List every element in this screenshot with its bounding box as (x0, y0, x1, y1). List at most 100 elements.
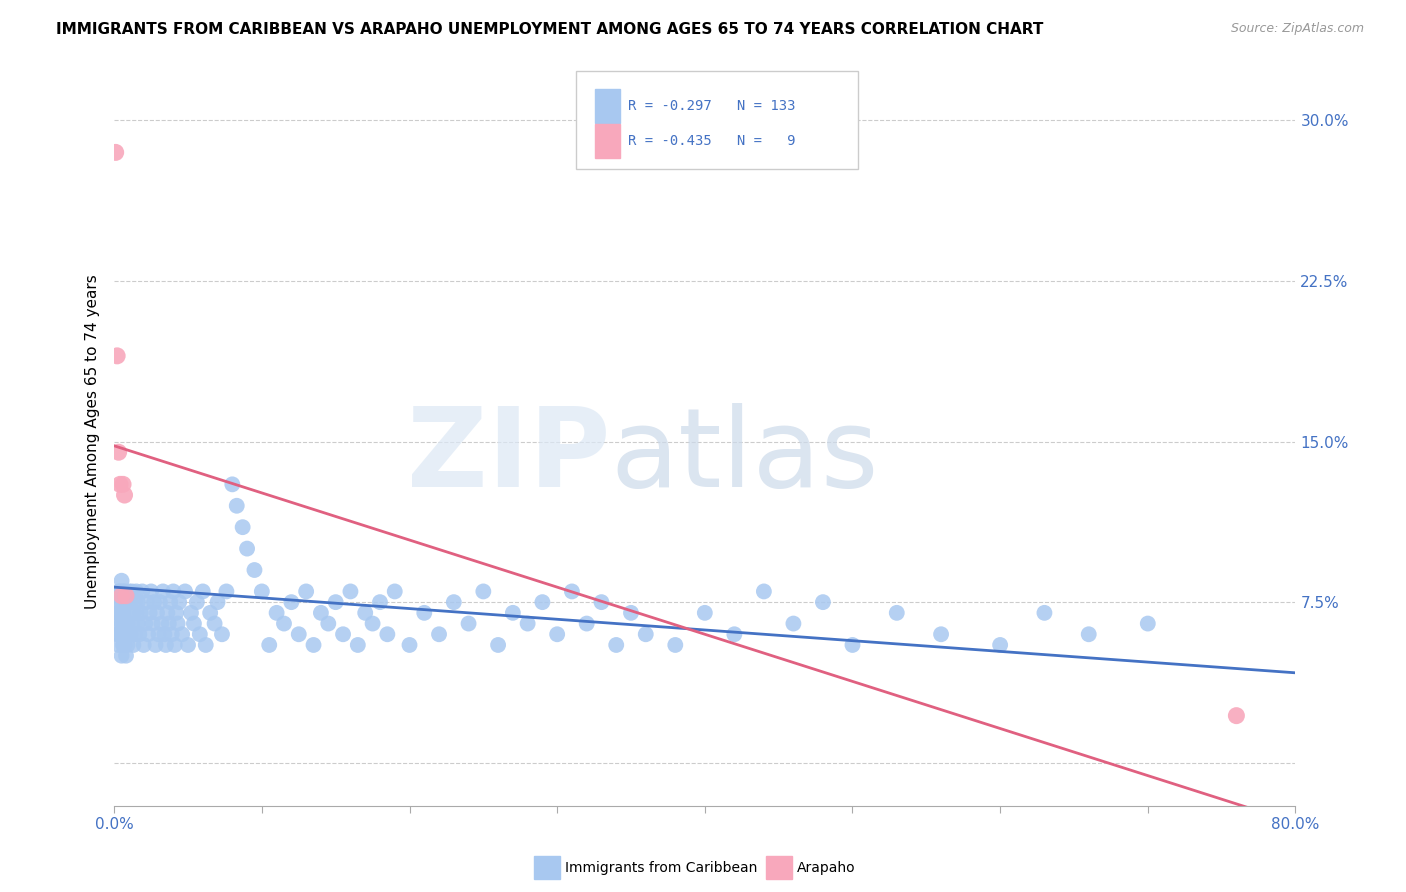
Text: Immigrants from Caribbean: Immigrants from Caribbean (565, 861, 758, 875)
Point (886, 606, 908, 620)
Point (1033, 606, 1056, 620)
Point (145, 638, 167, 652)
Point (105, 349, 128, 363)
Point (782, 616, 804, 631)
Point (134, 616, 156, 631)
Point (174, 584, 197, 599)
Point (122, 638, 145, 652)
Point (107, 595, 129, 609)
Point (302, 638, 325, 652)
Point (309, 606, 332, 620)
Point (752, 584, 775, 599)
Point (211, 627, 233, 641)
Point (155, 638, 177, 652)
Point (243, 563, 266, 577)
Point (112, 584, 135, 599)
Point (280, 595, 302, 609)
Point (115, 595, 138, 609)
Point (204, 616, 226, 631)
Point (136, 627, 159, 641)
Point (107, 445, 129, 459)
Point (121, 584, 143, 599)
Point (354, 606, 377, 620)
Point (115, 648, 138, 663)
Point (516, 616, 538, 631)
Point (114, 595, 136, 609)
Point (273, 616, 295, 631)
Point (149, 595, 172, 609)
Point (143, 595, 166, 609)
Point (114, 488, 136, 502)
Point (257, 638, 280, 652)
Point (384, 584, 406, 599)
Point (443, 595, 465, 609)
Point (122, 606, 145, 620)
Point (110, 595, 132, 609)
Point (664, 638, 686, 652)
Point (287, 627, 309, 641)
Point (118, 584, 141, 599)
Point (620, 606, 643, 620)
Point (148, 627, 170, 641)
Point (546, 627, 568, 641)
Point (107, 584, 129, 599)
Point (186, 595, 208, 609)
Point (152, 584, 174, 599)
Text: IMMIGRANTS FROM CARIBBEAN VS ARAPAHO UNEMPLOYMENT AMONG AGES 65 TO 74 YEARS CORR: IMMIGRANTS FROM CARIBBEAN VS ARAPAHO UNE… (56, 22, 1043, 37)
Point (125, 584, 148, 599)
Point (1136, 616, 1159, 631)
Point (105, 627, 128, 641)
Point (112, 627, 135, 641)
Point (121, 616, 143, 631)
Point (346, 638, 368, 652)
Point (194, 638, 217, 652)
Point (172, 627, 194, 641)
Point (142, 616, 165, 631)
Point (332, 627, 354, 641)
Point (167, 595, 190, 609)
Point (125, 606, 148, 620)
Point (561, 584, 583, 599)
Point (117, 638, 139, 652)
Y-axis label: Unemployment Among Ages 65 to 74 years: Unemployment Among Ages 65 to 74 years (86, 274, 100, 609)
Point (108, 477, 131, 491)
Point (183, 616, 205, 631)
Point (108, 627, 131, 641)
Point (502, 606, 524, 620)
Point (605, 638, 627, 652)
Text: R = -0.435   N =   9: R = -0.435 N = 9 (628, 134, 796, 148)
Point (266, 606, 288, 620)
Point (110, 574, 132, 588)
Point (295, 584, 318, 599)
Point (591, 595, 613, 609)
Point (112, 477, 135, 491)
Point (225, 499, 247, 513)
Point (634, 627, 657, 641)
Point (988, 638, 1011, 652)
Point (132, 638, 155, 652)
Text: Source: ZipAtlas.com: Source: ZipAtlas.com (1230, 22, 1364, 36)
Point (114, 616, 136, 631)
Point (110, 616, 132, 631)
Point (115, 616, 138, 631)
Point (108, 606, 131, 620)
Point (929, 627, 952, 641)
Point (118, 627, 141, 641)
Text: ZIP: ZIP (406, 402, 610, 509)
Point (368, 595, 391, 609)
Point (207, 595, 229, 609)
Point (693, 606, 716, 620)
Point (124, 595, 146, 609)
Point (723, 627, 745, 641)
Point (191, 584, 214, 599)
Point (1077, 627, 1099, 641)
Point (104, 616, 127, 631)
Point (841, 638, 863, 652)
Point (124, 627, 146, 641)
Point (105, 606, 128, 620)
Point (486, 638, 509, 652)
Point (232, 520, 254, 534)
Point (180, 606, 202, 620)
Point (339, 584, 361, 599)
Point (221, 477, 243, 491)
